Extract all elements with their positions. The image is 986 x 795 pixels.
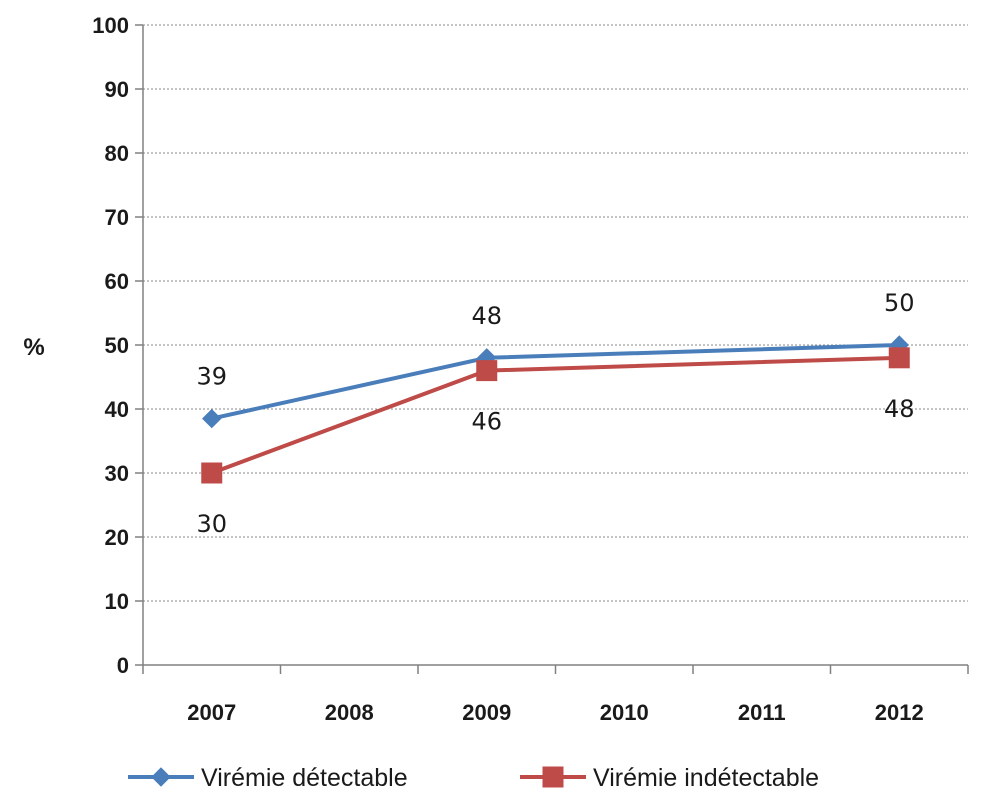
series-line-1 [211, 343, 900, 421]
x-tick-label: 2010 [600, 700, 649, 725]
legend-label-1: Virémie détectable [201, 764, 408, 792]
x-tick-label: 2009 [462, 700, 511, 725]
gridlines [143, 24, 968, 602]
data-label: 48 [884, 395, 915, 423]
series-lines [201, 335, 910, 484]
y-tick-label: 40 [105, 397, 129, 422]
legend: Virémie détectable Virémie indétectable [128, 764, 819, 792]
y-tick-label: 80 [105, 141, 129, 166]
x-tick-label: 2011 [738, 700, 786, 725]
legend-marker-1 [151, 767, 171, 787]
x-tick-label: 2012 [875, 700, 924, 725]
data-point-2-3 [888, 347, 910, 369]
y-tick-label: 60 [105, 269, 129, 294]
series-line-2 [211, 355, 900, 475]
data-label: 48 [471, 302, 502, 330]
y-tick-label: 0 [117, 653, 129, 678]
y-tick-label: 70 [105, 205, 129, 230]
y-tick-label: 50 [105, 333, 129, 358]
y-tick-label: 10 [105, 589, 129, 614]
y-tick-label: 90 [105, 77, 129, 102]
y-tick-label: 30 [105, 461, 129, 486]
data-label: 30 [196, 510, 227, 538]
y-tick-label: 20 [105, 525, 129, 550]
data-label: 46 [471, 408, 502, 436]
data-point-2-2 [476, 360, 498, 382]
data-point-2-1 [201, 462, 223, 484]
data-labels: 39 48 50 30 46 48 [196, 289, 914, 538]
y-axis-title: % [23, 334, 44, 361]
x-tick-label: 2008 [325, 700, 374, 725]
data-label: 50 [884, 289, 915, 317]
axes: 0 10 20 30 40 50 60 70 80 90 100 2007 2008 2009 2010 20… [92, 13, 969, 725]
legend-label-2: Virémie indétectable [593, 764, 819, 792]
data-label: 39 [196, 363, 227, 391]
x-tick-label: 2007 [187, 700, 236, 725]
data-point-1-1 [202, 408, 222, 429]
y-tick-label: 100 [92, 13, 129, 38]
legend-marker-2 [542, 766, 564, 788]
